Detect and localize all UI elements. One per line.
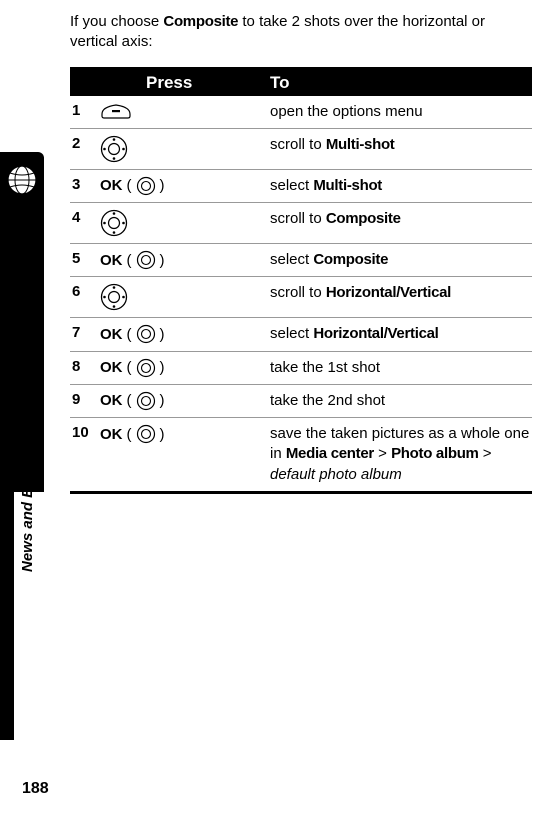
to-cell: select Horizontal/Vertical [270,324,532,344]
press-cell: OK () [100,424,270,444]
paren-open: ( [127,359,132,376]
to-cell: save the taken pictures as a whole one i… [270,424,532,485]
to-cell: take the 2nd shot [270,391,532,411]
ok-button-icon [136,358,156,378]
ok-label: OK [100,252,123,269]
ok-label: OK [100,426,123,443]
nav-icon [100,283,128,311]
ok-button-icon [136,391,156,411]
table-row: 9OK ()take the 2nd shot [70,385,532,418]
nav-icon [100,209,128,237]
nav-icon [100,135,128,163]
table-row: 7OK ()select Horizontal/Vertical [70,318,532,351]
step-number: 1 [70,102,100,119]
press-cell: OK () [100,176,270,196]
press-cell [100,283,270,311]
press-cell: OK () [100,324,270,344]
paren-close: ) [160,326,165,343]
intro-text: If you choose Composite to take 2 shots … [70,12,532,53]
step-number: 5 [70,250,100,267]
side-tab-lower [0,490,14,740]
table-header: Press To [70,70,532,96]
globe-icon [6,164,38,196]
ok-button-icon [136,176,156,196]
step-number: 10 [70,424,100,441]
paren-close: ) [160,392,165,409]
step-number: 9 [70,391,100,408]
ok-button-icon [136,324,156,344]
paren-close: ) [160,359,165,376]
paren-open: ( [127,426,132,443]
press-cell: OK () [100,250,270,270]
step-number: 6 [70,283,100,300]
to-cell: scroll to Multi-shot [270,135,532,155]
paren-open: ( [127,326,132,343]
table-row: 4 scroll to Composite [70,203,532,244]
paren-open: ( [127,252,132,269]
ok-button-icon [136,250,156,270]
table-row: 10OK ()save the taken pictures as a whol… [70,418,532,491]
press-cell: OK () [100,358,270,378]
paren-open: ( [127,177,132,194]
press-cell [100,102,270,120]
press-cell: OK () [100,391,270,411]
to-cell: scroll to Composite [270,209,532,229]
step-number: 8 [70,358,100,375]
ok-label: OK [100,359,123,376]
step-number: 4 [70,209,100,226]
ok-label: OK [100,177,123,194]
paren-close: ) [160,177,165,194]
table-row: 3OK ()select Multi-shot [70,170,532,203]
step-number: 7 [70,324,100,341]
to-cell: take the 1st shot [270,358,532,378]
table-row: 5OK ()select Composite [70,244,532,277]
to-cell: select Composite [270,250,532,270]
step-number: 3 [70,176,100,193]
header-to: To [270,73,532,93]
to-cell: scroll to Horizontal/Vertical [270,283,532,303]
table-row: 1 open the options menu [70,96,532,129]
paren-close: ) [160,426,165,443]
ok-button-icon [136,424,156,444]
table-row: 8OK ()take the 1st shot [70,352,532,385]
paren-close: ) [160,252,165,269]
ok-label: OK [100,326,123,343]
to-cell: open the options menu [270,102,532,122]
press-cell [100,135,270,163]
section-label: News and Entertainment [19,397,36,572]
header-press: Press [100,73,270,93]
press-cell [100,209,270,237]
table-row: 2 scroll to Multi-shot [70,129,532,170]
ok-label: OK [100,392,123,409]
page-number: 188 [22,780,49,798]
softkey-icon [100,102,132,120]
table-row: 6 scroll to Horizontal/Vertical [70,277,532,318]
step-number: 2 [70,135,100,152]
to-cell: select Multi-shot [270,176,532,196]
instruction-table: Press To 1 open the options menu 2 scroll t… [70,67,532,494]
paren-open: ( [127,392,132,409]
